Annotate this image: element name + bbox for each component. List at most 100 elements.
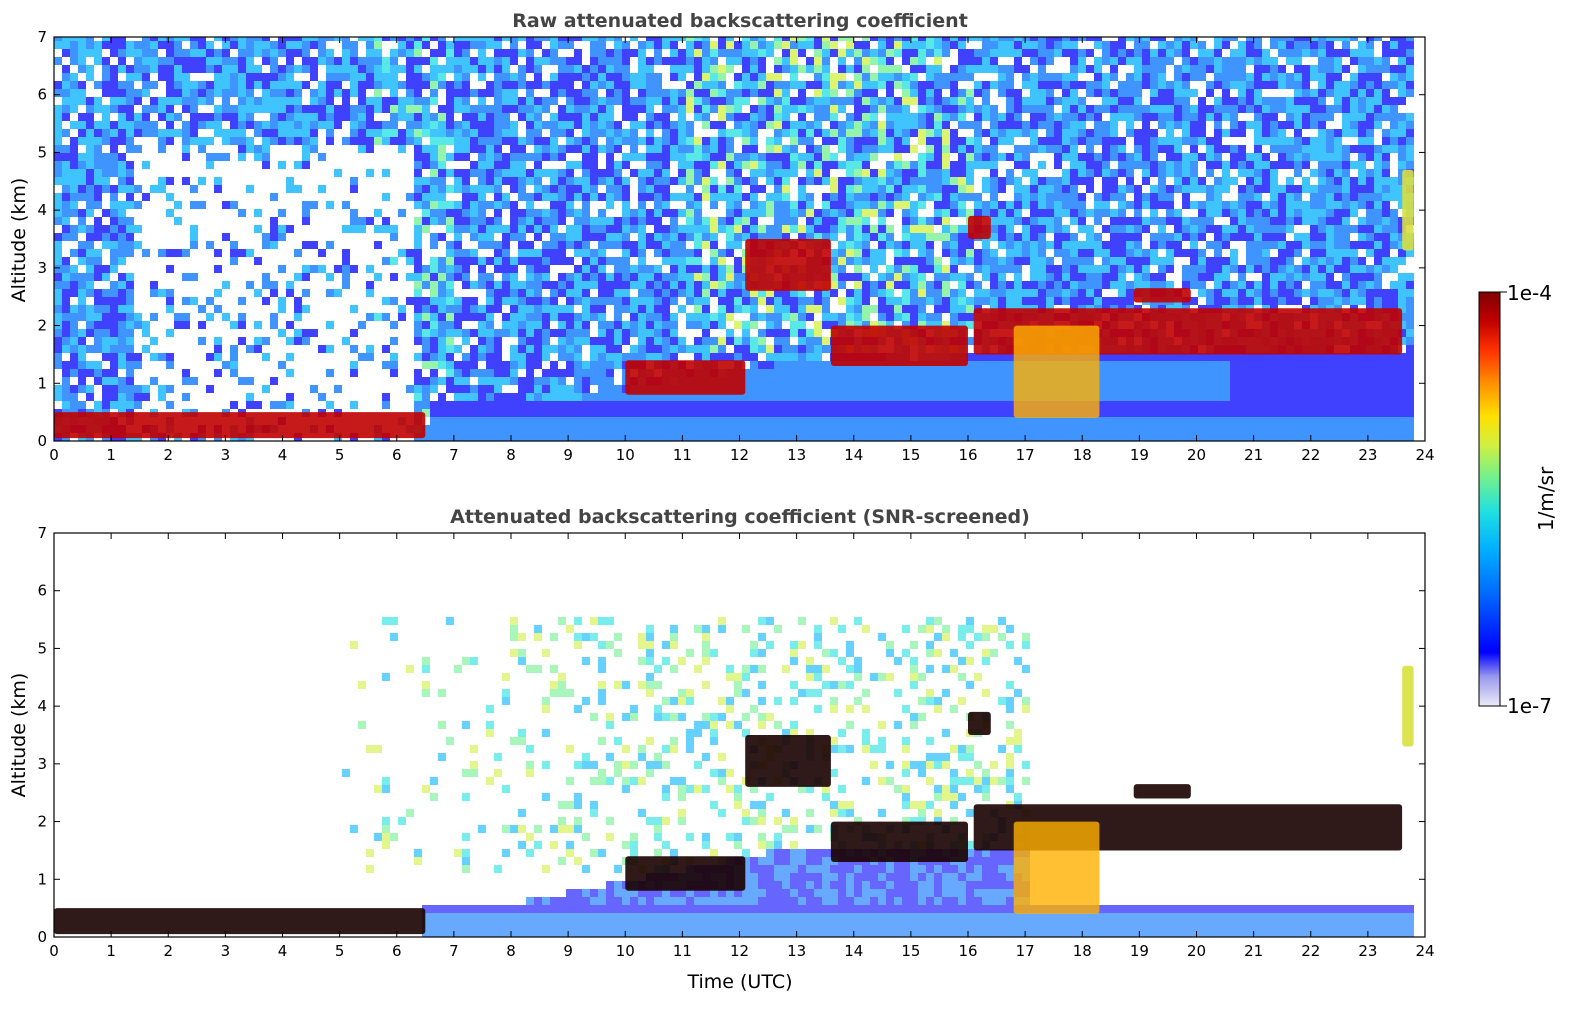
- feature-cloud_layer: [625, 360, 746, 395]
- feature-cloud_layer: [1133, 784, 1191, 799]
- colorbar-min-label: 1e-7: [1507, 694, 1552, 718]
- y-tick-label: 3: [37, 755, 47, 773]
- y-tick-label: 0: [37, 432, 47, 450]
- x-tick-label: 14: [844, 446, 863, 464]
- heatmap-layer: [54, 617, 1414, 937]
- x-tick-label: 8: [506, 942, 516, 960]
- x-tick-label: 15: [901, 446, 920, 464]
- x-tick-label: 20: [1187, 446, 1206, 464]
- x-tick-label: 18: [1073, 446, 1092, 464]
- y-tick-label: 5: [37, 639, 47, 657]
- colorbar: 1e-4 1e-7 1/m/sr: [1478, 281, 1558, 718]
- x-tick-label: 19: [1130, 942, 1149, 960]
- x-tick-label: 3: [221, 942, 231, 960]
- y-axis-label: Altitude (km): [8, 178, 30, 303]
- x-tick-label: 17: [1016, 942, 1035, 960]
- colorbar-gradient: [1478, 291, 1501, 707]
- x-tick-label: 0: [49, 446, 59, 464]
- y-tick-label: 1: [37, 870, 47, 888]
- x-tick-label: 0: [49, 942, 59, 960]
- x-tick-label: 14: [844, 942, 863, 960]
- x-tick-label: 13: [787, 942, 806, 960]
- x-tick-label: 2: [163, 942, 173, 960]
- heatmap-layer: [54, 37, 1414, 441]
- x-tick-label: 7: [449, 942, 459, 960]
- x-tick-label: 16: [958, 942, 977, 960]
- y-tick-label: 6: [37, 582, 47, 600]
- x-tick-label: 23: [1358, 942, 1377, 960]
- x-tick-label: 20: [1187, 942, 1206, 960]
- x-tick-label: 3: [221, 446, 231, 464]
- snr-screened-panel: Attenuated backscattering coefficient (S…: [8, 506, 1435, 993]
- feature-cloud_layer: [1133, 288, 1191, 303]
- x-tick-label: 16: [958, 446, 977, 464]
- x-tick-label: 23: [1358, 446, 1377, 464]
- x-tick-label: 7: [449, 446, 459, 464]
- x-tick-label: 1: [106, 446, 116, 464]
- feature-cloud_layer: [968, 711, 991, 735]
- y-tick-label: 2: [37, 317, 47, 335]
- y-tick-label: 7: [37, 524, 47, 542]
- y-tick-label: 4: [37, 697, 47, 715]
- x-tick-label: 11: [673, 446, 692, 464]
- colorbar-max-label: 1e-4: [1507, 281, 1552, 305]
- feature-aerosol_layer: [54, 412, 426, 439]
- y-axis-label: Altitude (km): [8, 673, 30, 798]
- feature-aerosol_layer: [54, 908, 426, 935]
- x-tick-label: 18: [1073, 942, 1092, 960]
- x-tick-label: 10: [616, 446, 635, 464]
- x-tick-label: 6: [392, 446, 402, 464]
- chart-title: Raw attenuated backscattering coefficien…: [512, 10, 968, 32]
- feature-cloud_layer: [968, 215, 991, 239]
- x-tick-label: 12: [730, 446, 749, 464]
- y-tick-label: 3: [37, 259, 47, 277]
- feature-cloud_layer: [625, 856, 746, 891]
- x-tick-label: 1: [106, 942, 116, 960]
- x-tick-label: 4: [278, 942, 288, 960]
- x-tick-label: 17: [1016, 446, 1035, 464]
- x-tick-label: 24: [1415, 942, 1434, 960]
- x-tick-label: 9: [563, 942, 573, 960]
- x-tick-label: 22: [1301, 942, 1320, 960]
- x-tick-label: 19: [1130, 446, 1149, 464]
- heatmap-area: [54, 617, 1414, 937]
- raw-backscatter-panel: Raw attenuated backscattering coefficien…: [8, 10, 1435, 464]
- feature-cloud_layer: [830, 821, 968, 862]
- y-tick-label: 7: [37, 28, 47, 46]
- axes: 0 1 2 3 4 5 6 7 8 9 10 11 12 13 14 15 16 17 18 19 20 21 22 23 24…: [37, 28, 1434, 464]
- x-tick-label: 2: [163, 446, 173, 464]
- feature-aerosol_plume: [1402, 665, 1414, 747]
- y-tick-label: 5: [37, 143, 47, 161]
- x-tick-label: 15: [901, 942, 920, 960]
- y-tick-label: 6: [37, 86, 47, 104]
- feature-aerosol_plume: [1402, 169, 1414, 251]
- x-tick-label: 12: [730, 942, 749, 960]
- feature-cloud_layer: [745, 735, 831, 787]
- y-tick-label: 2: [37, 813, 47, 831]
- x-tick-label: 9: [563, 446, 573, 464]
- x-tick-label: 5: [335, 942, 345, 960]
- feature-precipitation: [1013, 325, 1100, 418]
- feature-cloud_layer: [745, 239, 831, 291]
- chart-title: Attenuated backscattering coefficient (S…: [450, 506, 1030, 528]
- feature-cloud_layer: [830, 325, 968, 366]
- x-tick-label: 21: [1244, 942, 1263, 960]
- y-tick-label: 0: [37, 928, 47, 946]
- axes: 0 1 2 3 4 5 6 7 8 9 10 11 12 13 14 15 16 17 18 19 20 21 22 23 24…: [37, 524, 1434, 960]
- heatmap-area: [54, 37, 1414, 441]
- x-tick-label: 24: [1415, 446, 1434, 464]
- x-tick-label: 22: [1301, 446, 1320, 464]
- feature-precipitation: [1013, 821, 1100, 914]
- x-tick-label: 13: [787, 446, 806, 464]
- x-tick-label: 11: [673, 942, 692, 960]
- x-tick-label: 8: [506, 446, 516, 464]
- y-tick-label: 4: [37, 201, 47, 219]
- x-axis-label: Time (UTC): [686, 971, 792, 993]
- y-tick-label: 1: [37, 374, 47, 392]
- colorbar-label: 1/m/sr: [1534, 466, 1558, 531]
- x-tick-label: 10: [616, 942, 635, 960]
- x-tick-label: 5: [335, 446, 345, 464]
- x-tick-label: 21: [1244, 446, 1263, 464]
- x-tick-label: 4: [278, 446, 288, 464]
